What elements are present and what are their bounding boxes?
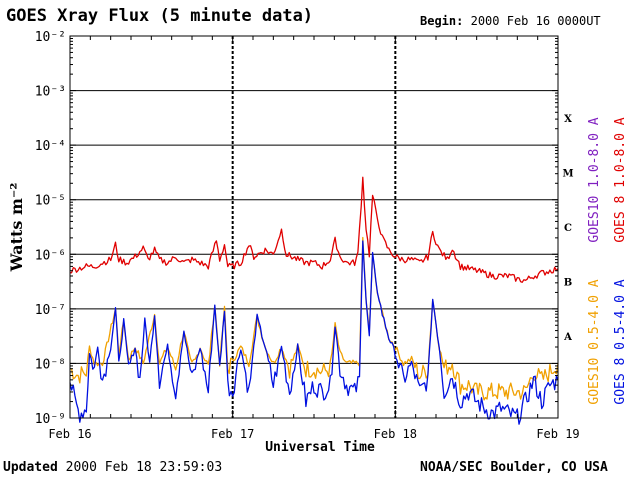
x-tick-label: Feb 19 bbox=[536, 427, 579, 441]
chart-title: GOES Xray Flux (5 minute data) bbox=[6, 6, 314, 26]
x-tick-label: Feb 18 bbox=[374, 427, 417, 441]
legend-entry: GOES10 1.0-8.0 A bbox=[587, 117, 602, 242]
y-tick-label: 10⁻² bbox=[35, 30, 66, 45]
flare-class-label: A bbox=[563, 332, 572, 343]
y-tick-label: 10⁻⁵ bbox=[35, 194, 66, 209]
plot-frame bbox=[69, 35, 559, 419]
series-group bbox=[69, 176, 559, 425]
legend-entry: GOES 8 0.5-4.0 A bbox=[613, 279, 628, 404]
legend-entry: GOES10 0.5-4.0 A bbox=[587, 279, 602, 404]
updated-time: Updated 2000 Feb 18 23:59:03 bbox=[3, 460, 222, 475]
updated-label: Updated bbox=[3, 460, 58, 475]
legend-entry: GOES 8 1.0-8.0 A bbox=[613, 117, 628, 242]
credit-text: NOAA/SEC Boulder, CO USA bbox=[420, 460, 608, 475]
x-axis-ticks: Feb 16 Feb 17 Feb 18 Feb 19 bbox=[48, 36, 580, 441]
flare-class-label: B bbox=[564, 278, 572, 289]
begin-value: 2000 Feb 16 0000UT bbox=[470, 14, 601, 28]
flare-class-labels: A B C M X bbox=[562, 114, 573, 343]
y-tick-label: 10⁻⁴ bbox=[35, 139, 66, 154]
begin-label: Begin: bbox=[420, 14, 464, 28]
day-dividers bbox=[231, 36, 397, 418]
y-axis-ticks: 10⁻⁹ 10⁻⁸ 10⁻⁷ 10⁻⁶ 10⁻⁵ 10⁻⁴ 10⁻³ 10⁻² bbox=[35, 30, 558, 427]
y-tick-label: 10⁻⁸ bbox=[35, 357, 66, 372]
y-tick-label: 10⁻⁷ bbox=[35, 303, 66, 318]
series-line bbox=[69, 240, 559, 425]
x-tick-label: Feb 16 bbox=[48, 427, 91, 441]
y-tick-label: 10⁻³ bbox=[35, 85, 66, 100]
flare-class-label: M bbox=[562, 168, 573, 179]
y-tick-label: 10⁻⁹ bbox=[35, 412, 66, 427]
begin-time: Begin: 2000 Feb 16 0000UT bbox=[420, 14, 601, 28]
updated-value: 2000 Feb 18 23:59:03 bbox=[65, 460, 223, 475]
flare-class-label: X bbox=[564, 114, 572, 125]
grid-lines bbox=[70, 90, 558, 364]
x-tick-label: Feb 17 bbox=[211, 427, 254, 441]
y-tick-label: 10⁻⁶ bbox=[35, 248, 66, 263]
legend: GOES 8 1.0-8.0 A GOES 8 0.5-4.0 A GOES10 0… bbox=[587, 117, 628, 404]
y-axis-label: Watts m⁻² bbox=[7, 183, 26, 273]
series-line bbox=[70, 236, 559, 401]
x-axis-label: Universal Time bbox=[265, 440, 375, 455]
series-line bbox=[69, 176, 559, 283]
flare-class-label: C bbox=[564, 223, 572, 234]
